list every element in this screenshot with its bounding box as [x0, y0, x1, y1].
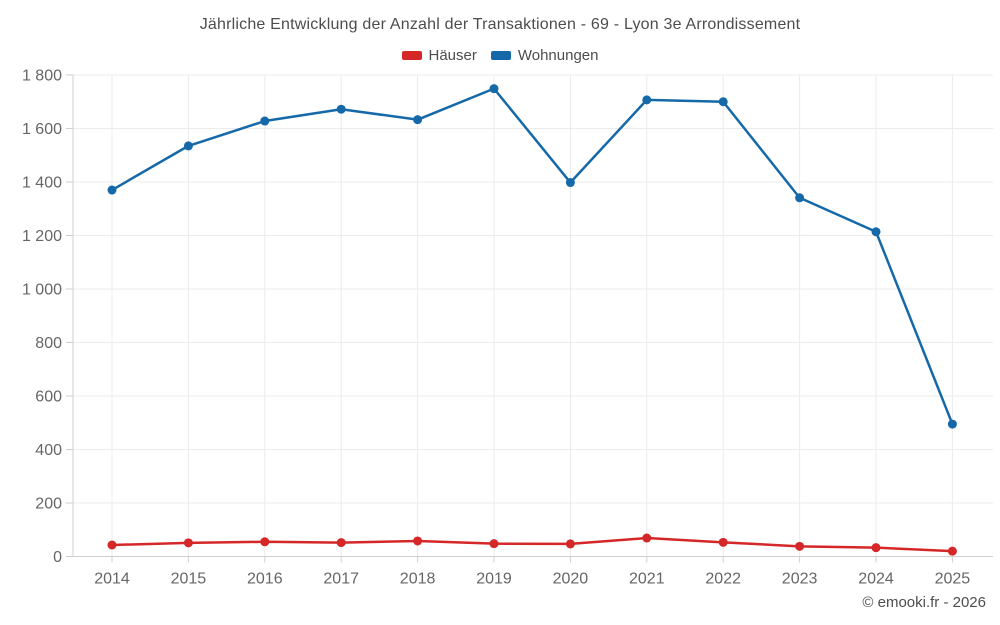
data-point-wohnungen-2019[interactable] [489, 84, 499, 94]
y-axis-label: 1 000 [22, 282, 62, 299]
x-axis-label: 2015 [171, 571, 207, 588]
series-line-wohnungen [110, 87, 954, 426]
data-point-haeuser-2022[interactable] [718, 537, 728, 547]
data-point-haeuser-2025[interactable] [947, 546, 957, 556]
data-point-haeuser-2015[interactable] [183, 538, 193, 548]
data-point-wohnungen-2023[interactable] [795, 193, 805, 203]
footer-credit: © emooki.fr - 2026 [862, 594, 986, 611]
y-axis-label: 1 600 [22, 121, 62, 138]
x-axis-label: 2025 [935, 571, 971, 588]
x-axis-label: 2023 [782, 571, 818, 588]
data-point-wohnungen-2016[interactable] [260, 116, 270, 126]
data-point-wohnungen-2022[interactable] [718, 97, 728, 107]
y-axis-label: 400 [35, 442, 62, 459]
x-axis-label: 2022 [705, 571, 741, 588]
y-axis-label: 600 [35, 389, 62, 406]
y-axis-label: 1 800 [22, 68, 62, 85]
wohnungen-legend-swatch [490, 51, 511, 60]
data-point-haeuser-2016[interactable] [260, 537, 270, 547]
haeuser-legend-swatch [401, 51, 422, 60]
data-point-haeuser-2023[interactable] [795, 541, 805, 551]
data-point-haeuser-2014[interactable] [107, 540, 117, 550]
chart-legend: Häuser Wohnungen [0, 47, 1000, 64]
data-point-haeuser-2024[interactable] [871, 543, 881, 553]
x-axis-label: 2018 [400, 571, 436, 588]
x-axis-label: 2016 [247, 571, 283, 588]
x-axis-label: 2020 [553, 571, 589, 588]
series-line-haeuser [110, 536, 954, 553]
y-axis-label: 200 [35, 496, 62, 513]
x-axis-label: 2024 [858, 571, 894, 588]
data-point-wohnungen-2015[interactable] [183, 141, 193, 151]
data-point-wohnungen-2021[interactable] [642, 95, 652, 105]
legend-item-wohnungen[interactable]: Wohnungen [490, 47, 599, 64]
y-axis-label: 0 [53, 549, 62, 566]
data-point-wohnungen-2018[interactable] [413, 115, 423, 125]
data-point-wohnungen-2024[interactable] [871, 227, 881, 237]
legend-label-wohnungen: Wohnungen [517, 47, 599, 64]
data-point-haeuser-2018[interactable] [413, 536, 423, 546]
y-axis-label: 1 200 [22, 228, 62, 245]
legend-item-haeuser[interactable]: Häuser [401, 47, 477, 64]
data-point-haeuser-2021[interactable] [642, 533, 652, 543]
x-axis-label: 2019 [476, 571, 512, 588]
data-point-wohnungen-2014[interactable] [107, 185, 117, 195]
x-axis-label: 2017 [323, 571, 359, 588]
x-axis-label: 2021 [629, 571, 665, 588]
data-point-haeuser-2019[interactable] [489, 539, 499, 549]
x-axis-label: 2014 [94, 571, 130, 588]
data-point-wohnungen-2025[interactable] [947, 419, 957, 429]
data-point-wohnungen-2017[interactable] [336, 104, 346, 114]
legend-label-haeuser: Häuser [428, 47, 477, 64]
y-axis-label: 1 400 [22, 175, 62, 192]
chart-title: Jährliche Entwicklung der Anzahl der Tra… [199, 16, 801, 33]
data-point-haeuser-2020[interactable] [565, 539, 575, 549]
data-point-haeuser-2017[interactable] [336, 538, 346, 548]
y-axis-label: 800 [35, 335, 62, 352]
data-point-wohnungen-2020[interactable] [565, 178, 575, 188]
